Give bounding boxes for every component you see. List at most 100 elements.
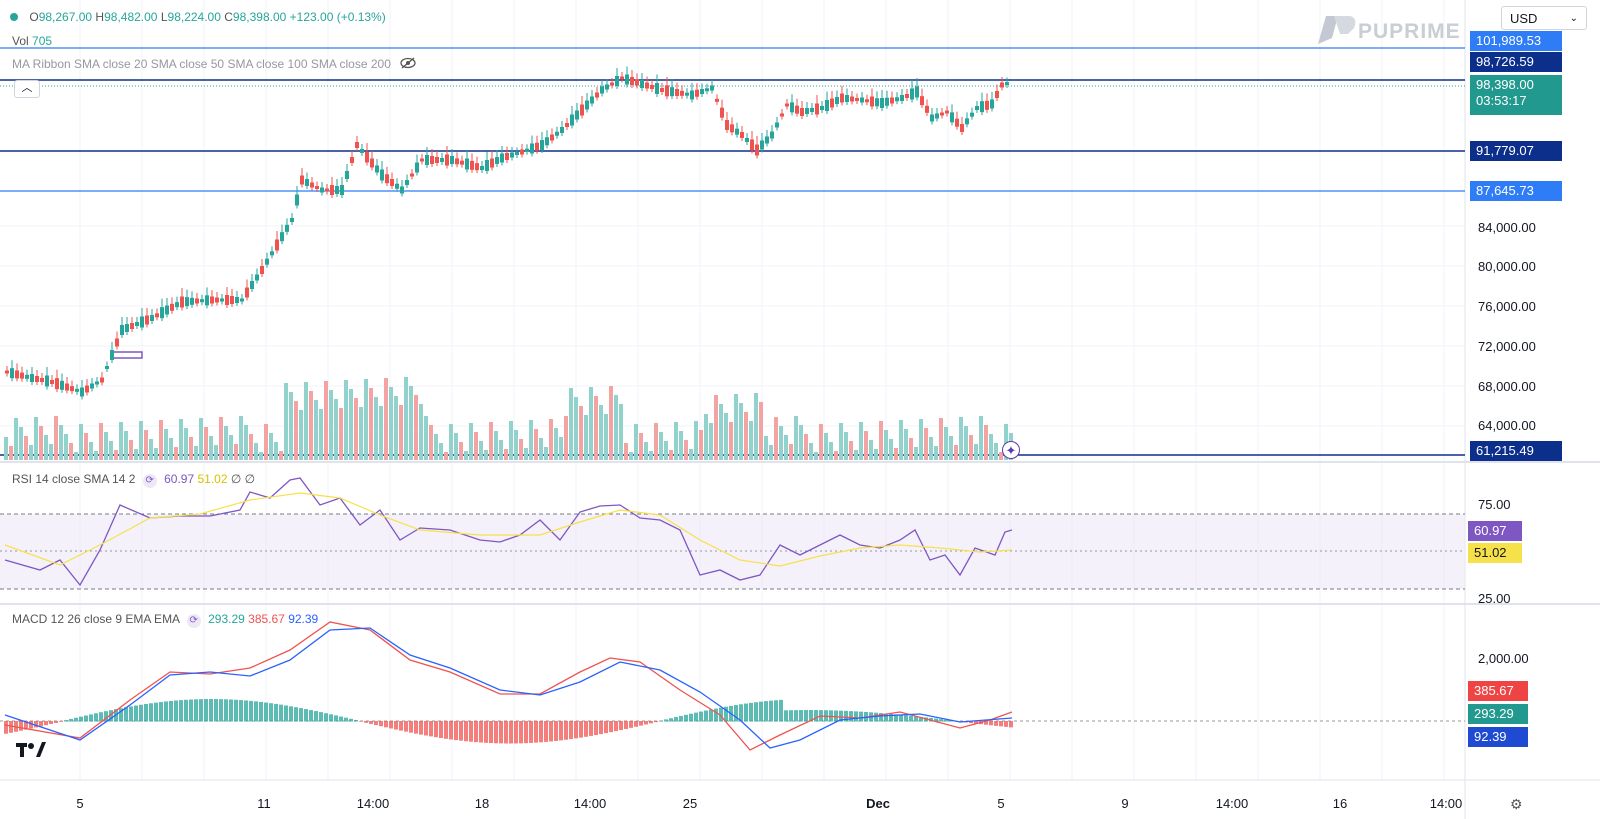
macd-histogram-bar	[689, 713, 693, 722]
gear-icon[interactable]: ⚙	[1510, 796, 1523, 812]
macd-histogram-bar	[54, 721, 58, 723]
candle-body	[830, 98, 834, 108]
currency-value: USD	[1510, 11, 1538, 26]
volume-bar	[434, 434, 438, 460]
candle-body	[625, 74, 629, 85]
macd-legend[interactable]: MACD 12 26 close 9 EMA EMA ⟳ 293.29 385.…	[12, 612, 318, 628]
volume-bar	[894, 448, 898, 460]
candle-body	[760, 140, 764, 150]
volume-bar	[269, 433, 273, 460]
macd-histogram-bar	[894, 714, 898, 722]
candle-body	[130, 323, 134, 329]
volume-bar	[319, 409, 323, 460]
volume-bar	[44, 435, 48, 460]
macd-histogram-bar	[269, 703, 273, 722]
level-badge-4: 87,645.73	[1470, 181, 1562, 201]
macd-histogram-bar	[684, 714, 688, 722]
macd-histogram-bar	[514, 721, 518, 744]
macd-histogram-bar	[64, 720, 68, 722]
candle-body	[210, 296, 214, 304]
volume-bar	[174, 447, 178, 460]
macd-histogram-bar	[214, 699, 218, 722]
candle-body	[865, 99, 869, 103]
volume-bar	[459, 442, 463, 460]
time-tick: 14:00	[356, 796, 390, 811]
volume-bar	[284, 383, 288, 460]
low-value: 98,224.00	[167, 10, 221, 24]
plus-circle-icon[interactable]: ✦	[1002, 441, 1020, 459]
volume-bar	[889, 439, 893, 460]
time-tick: 9	[1121, 796, 1129, 811]
candle-body	[185, 297, 189, 307]
candle-body	[735, 128, 739, 135]
sync-icon[interactable]: ⟳	[186, 614, 201, 628]
macd-histogram-bar	[359, 721, 363, 722]
candle-body	[415, 162, 419, 173]
rsi-sma-line	[4, 492, 1013, 567]
candle-body	[370, 158, 374, 168]
volume-bar	[84, 433, 88, 460]
macd-histogram-bar	[769, 700, 773, 722]
tradingview-logo-icon[interactable]	[16, 740, 46, 763]
volume-bar	[914, 447, 918, 460]
volume-bar	[834, 451, 838, 460]
candle-body	[940, 112, 944, 116]
volume-legend: Vol 705	[12, 34, 52, 48]
macd-histogram-bar	[999, 721, 1003, 727]
candle-body	[485, 160, 489, 171]
volume-bar	[919, 419, 923, 460]
volume-bar	[814, 452, 818, 460]
volume-bar	[344, 380, 348, 460]
rsi-badge: 60.97	[1468, 521, 1522, 541]
volume-bar	[89, 442, 93, 460]
volume-bar	[304, 382, 308, 460]
candle-body	[980, 101, 984, 113]
puprime-logo-icon	[1318, 16, 1356, 44]
macd-histogram-bar	[719, 707, 723, 722]
volume-bar	[934, 446, 938, 460]
volume-bar	[229, 435, 233, 460]
macd-histogram-bar	[309, 710, 313, 722]
macd-histogram-bar	[319, 712, 323, 722]
volume-bar	[424, 416, 428, 460]
macd-histogram-bar	[779, 699, 783, 722]
candle-body	[565, 123, 569, 127]
macd-histogram-bar	[934, 718, 938, 722]
macd-histogram-bar	[374, 721, 378, 726]
volume-bar	[359, 407, 363, 460]
candle-body	[575, 110, 579, 120]
macd-histogram-bar	[899, 714, 903, 722]
volume-bar	[679, 431, 683, 460]
macd-green-badge: 293.29	[1468, 704, 1528, 724]
chevron-up-icon[interactable]: ︿	[14, 80, 40, 98]
volume-bar	[289, 392, 293, 460]
candle-body	[610, 82, 614, 86]
eye-slash-icon[interactable]	[400, 57, 416, 72]
rsi-sma-badge: 51.02	[1468, 543, 1522, 563]
currency-select[interactable]: USD ⌄	[1501, 6, 1587, 30]
macd-histogram-bar	[504, 721, 508, 744]
volume-bar	[559, 437, 563, 460]
candle-body	[385, 174, 389, 184]
brand-logo: PUPRIME	[1310, 10, 1480, 55]
macd-histogram-bar	[754, 702, 758, 722]
volume-bar	[139, 421, 143, 460]
volume-bar	[279, 451, 283, 460]
macd-histogram-bar	[559, 721, 563, 741]
volume-bar	[144, 430, 148, 460]
volume-bar	[414, 395, 418, 460]
sync-icon[interactable]: ⟳	[142, 474, 157, 488]
rsi-legend[interactable]: RSI 14 close SMA 14 2 ⟳ 60.97 51.02 ∅ ∅	[12, 472, 255, 488]
macd-histogram-bar	[169, 700, 173, 722]
volume-bar	[764, 436, 768, 460]
macd-histogram-bar	[99, 712, 103, 722]
volume-bar	[799, 425, 803, 460]
candle-body	[300, 175, 304, 185]
candle-body	[445, 154, 449, 166]
level-badge-1: 101,989.53	[1470, 31, 1562, 51]
candle-body	[115, 338, 119, 347]
candle-body	[710, 85, 714, 91]
ma-ribbon-legend[interactable]: MA Ribbon SMA close 20 SMA close 50 SMA …	[12, 57, 416, 72]
macd-histogram-bar	[439, 721, 443, 738]
